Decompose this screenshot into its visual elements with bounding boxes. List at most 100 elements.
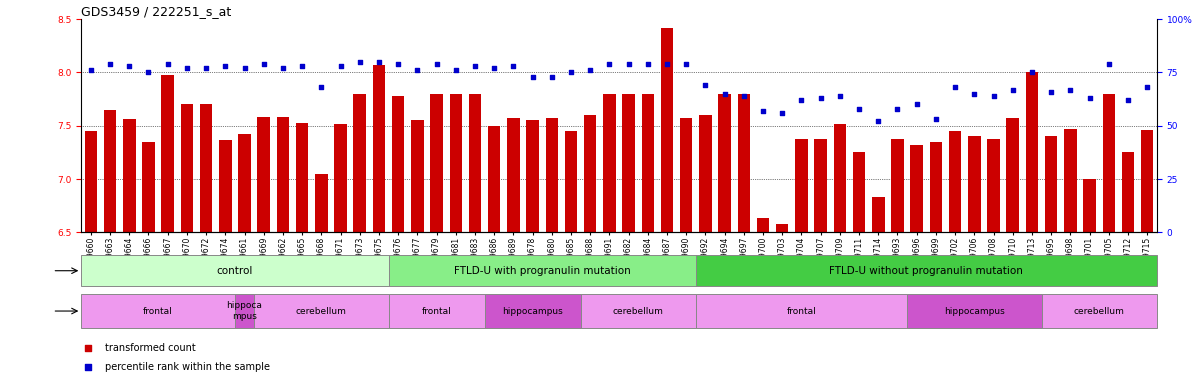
Bar [907,294,1042,328]
Point [850,106,869,112]
Bar [388,294,485,328]
Point [1023,70,1042,76]
Bar [315,174,327,232]
Point [869,118,888,124]
Bar [737,94,750,232]
Bar [642,94,654,232]
Text: cerebellum: cerebellum [296,306,347,316]
Point [945,84,964,91]
Point [331,63,350,69]
Point [81,67,100,73]
Point [1119,97,1138,103]
Point [465,63,484,69]
Text: frontal: frontal [143,306,173,316]
Point [120,63,139,69]
Bar [335,124,347,232]
Point [676,61,695,67]
Text: hippocampus: hippocampus [502,306,563,316]
Bar [161,74,174,232]
Bar [581,294,695,328]
Point [1003,86,1022,93]
Bar [987,139,1000,232]
Bar [834,124,846,232]
Point [1061,86,1080,93]
Bar [872,197,884,232]
Point [139,70,158,76]
Point [158,61,177,67]
Bar [392,96,404,232]
Point [543,74,562,80]
Point [255,61,274,67]
Bar [661,28,673,232]
Bar [81,255,388,286]
Point [235,65,255,71]
Text: frontal: frontal [786,306,816,316]
Bar [680,118,692,232]
Point [638,61,657,67]
Point [754,108,773,114]
Bar [949,131,961,232]
Bar [795,139,808,232]
Bar [699,115,712,232]
Bar [81,294,235,328]
Text: GDS3459 / 222251_s_at: GDS3459 / 222251_s_at [81,5,232,18]
Bar [235,294,255,328]
Point [792,97,811,103]
Bar [488,126,501,232]
Text: hippoca
mpus: hippoca mpus [227,301,263,321]
Point [312,84,331,91]
Bar [853,152,865,232]
Point [427,61,446,67]
Bar [1006,118,1019,232]
Text: cerebellum: cerebellum [613,306,663,316]
Bar [756,218,770,232]
Bar [219,140,232,232]
Point [715,91,734,97]
Bar [695,294,907,328]
Text: control: control [216,266,253,276]
Point [1099,61,1119,67]
Bar [255,294,388,328]
Point [79,364,98,370]
Bar [388,255,695,286]
Text: FTLD-U with progranulin mutation: FTLD-U with progranulin mutation [454,266,631,276]
Text: percentile rank within the sample: percentile rank within the sample [105,362,270,372]
Point [926,116,945,122]
Bar [411,121,423,232]
Point [293,63,312,69]
Bar [526,121,539,232]
Bar [603,94,615,232]
Point [196,65,215,71]
Bar [142,142,154,232]
Point [831,93,850,99]
Bar [277,117,289,232]
Bar [507,118,520,232]
Bar [354,94,366,232]
Bar [257,117,270,232]
Bar [449,94,462,232]
Text: frontal: frontal [422,306,452,316]
Bar [968,136,981,232]
Bar [623,94,635,232]
Bar [1084,179,1096,232]
Point [388,61,407,67]
Point [907,101,926,108]
Text: hippocampus: hippocampus [944,306,1005,316]
Bar [200,104,213,232]
Bar [180,104,194,232]
Bar [565,131,577,232]
Point [274,65,293,71]
Point [734,93,753,99]
Bar [1122,152,1134,232]
Bar [1064,129,1077,232]
Point [1080,95,1099,101]
Point [485,65,504,71]
Bar [815,139,827,232]
Bar [468,94,482,232]
Bar [238,134,251,232]
Text: cerebellum: cerebellum [1073,306,1124,316]
Bar [1042,294,1157,328]
Point [964,91,983,97]
Bar [430,94,443,232]
Point [1042,89,1061,95]
